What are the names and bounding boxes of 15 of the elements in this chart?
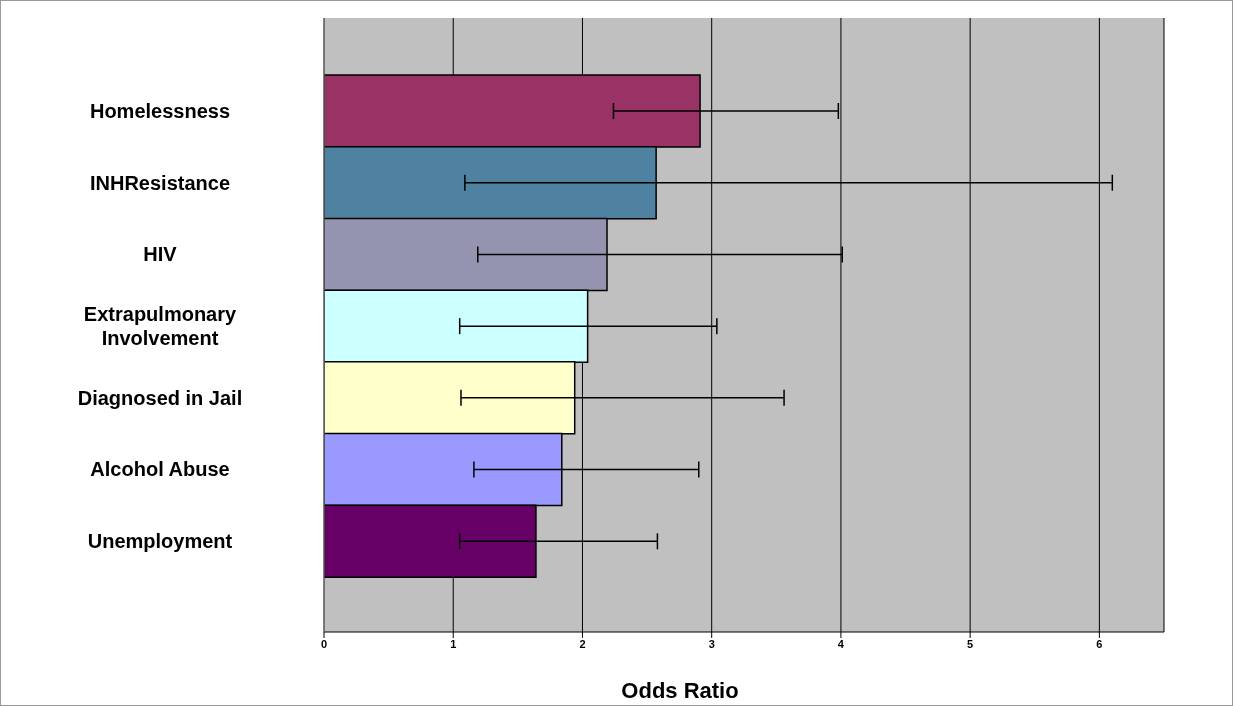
x-tick-label: 1 xyxy=(450,637,457,650)
x-tick-label: 3 xyxy=(708,637,715,650)
y-tick-label: Unemployment xyxy=(87,530,233,553)
x-tick-label: 4 xyxy=(837,637,845,650)
y-tick-label: Extrapulmonary Involvement xyxy=(83,303,238,349)
y-tick-label: Alcohol Abuse xyxy=(90,458,230,481)
x-tick-label: 2 xyxy=(579,637,586,650)
x-axis-title: Odds Ratio xyxy=(621,678,739,703)
y-tick-label: Diagnosed in Jail xyxy=(77,386,243,409)
x-tick-label: 0 xyxy=(320,637,328,650)
y-tick-label: HIV xyxy=(143,243,178,266)
x-tick-label: 6 xyxy=(1096,637,1103,650)
y-tick-label: INHResistance xyxy=(89,171,231,194)
y-tick-label: Homelessness xyxy=(89,99,231,122)
x-tick-label: 5 xyxy=(967,637,974,650)
